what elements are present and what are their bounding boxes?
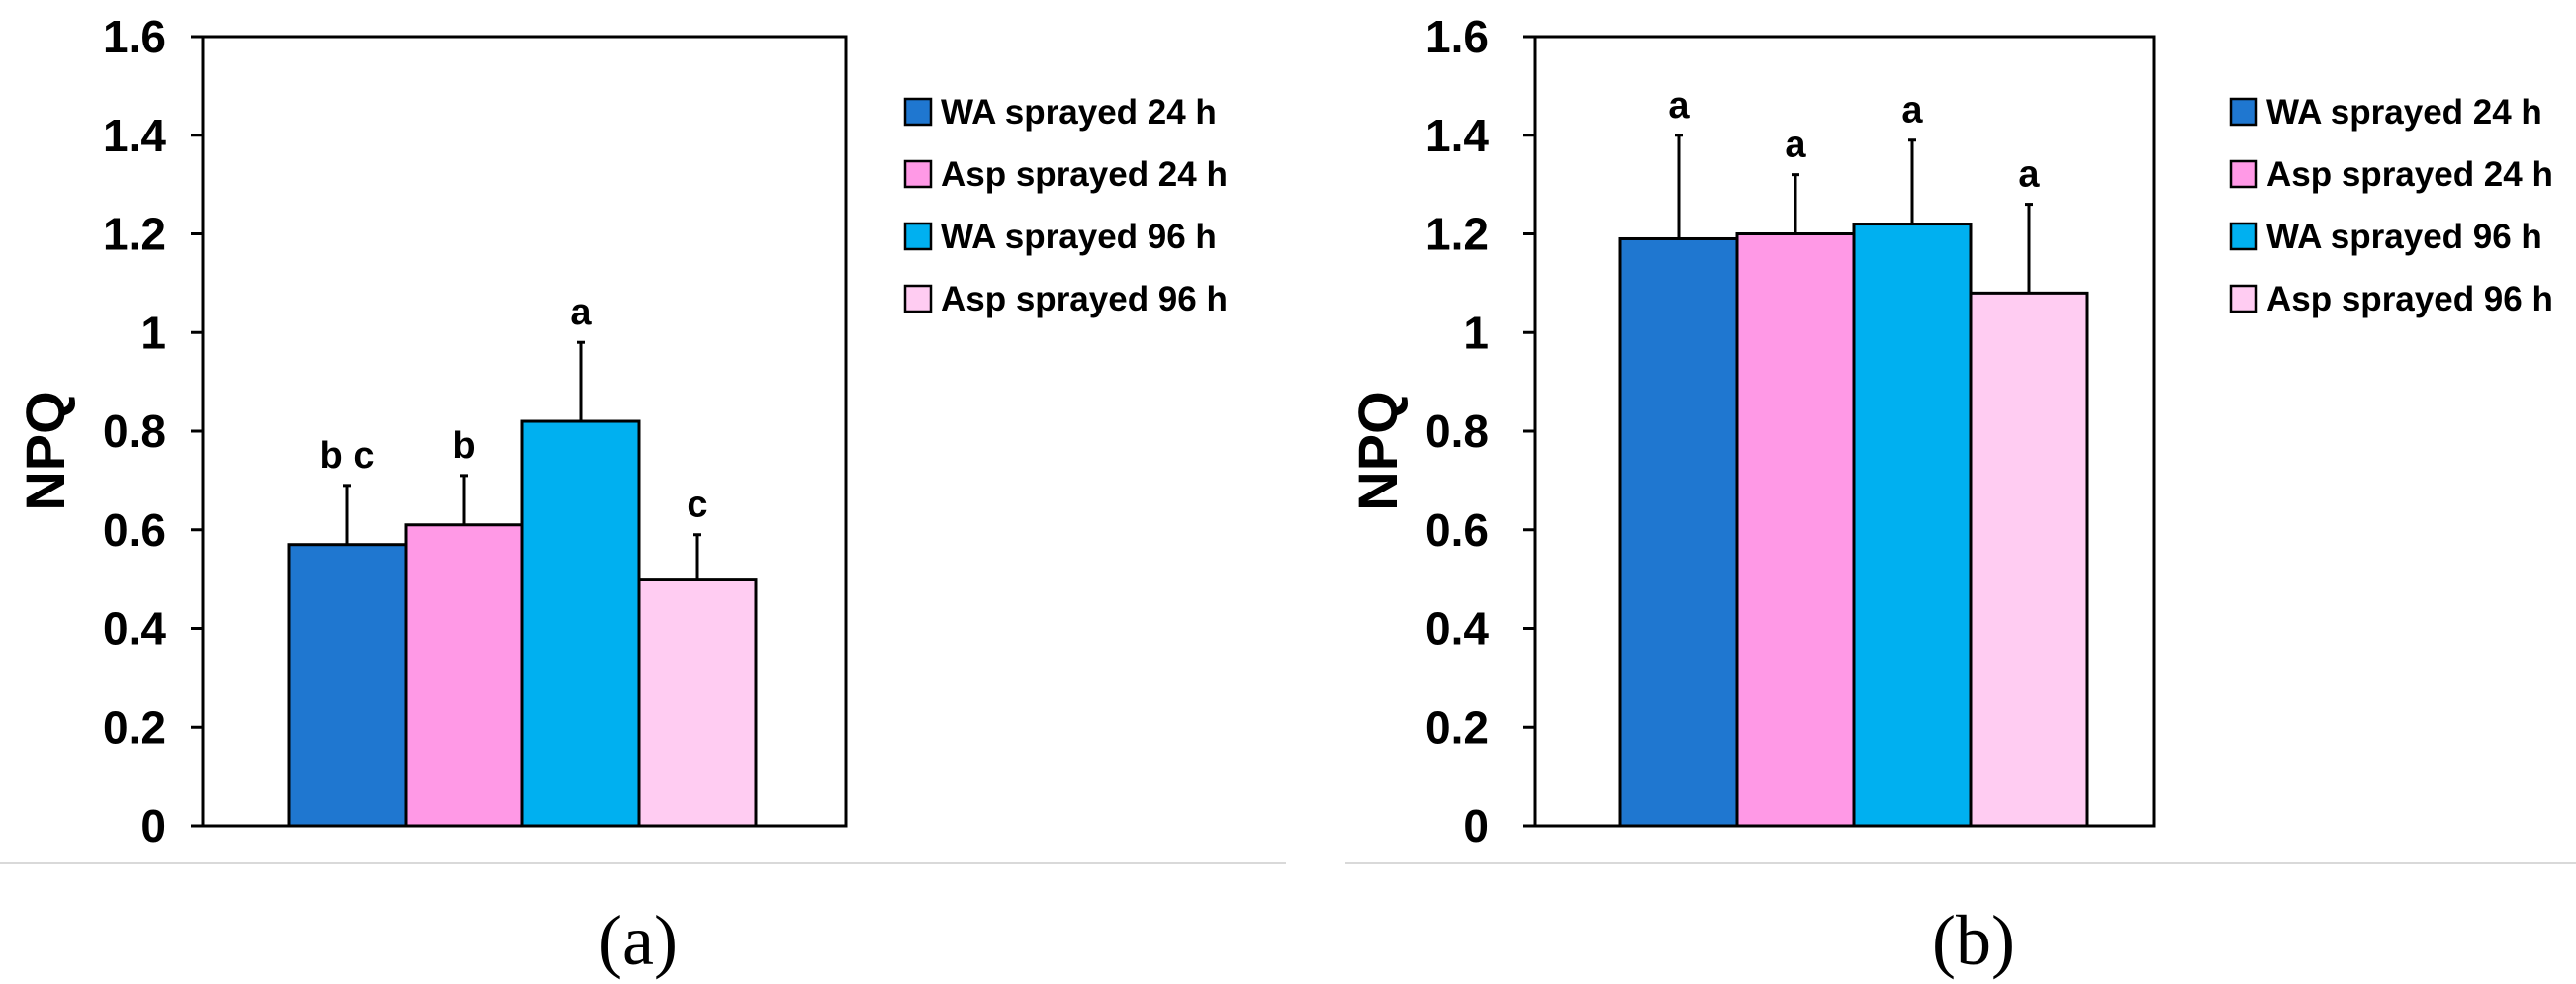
y-tick-label: 1 (1463, 307, 1489, 358)
bar (520, 419, 641, 828)
y-axis-label: NPQ (1346, 391, 1409, 510)
y-tick-label: 1 (140, 307, 166, 358)
legend-swatch (2229, 97, 2258, 127)
y-tick-label: 1.2 (1426, 209, 1489, 260)
legend-label: Asp sprayed 24 h (941, 155, 1228, 194)
bar (1735, 232, 1856, 828)
significance-letter: c (687, 485, 707, 526)
panel-caption: (b) (1932, 901, 2015, 980)
panel-caption: (a) (598, 901, 678, 980)
legend-swatch (903, 97, 933, 127)
significance-letter: b (452, 425, 475, 467)
legend-swatch (903, 159, 933, 189)
bar (637, 578, 758, 828)
legend-swatch (903, 284, 933, 313)
y-axis-label: NPQ (14, 391, 76, 510)
legend-swatch (903, 222, 933, 251)
y-tick-label: 0.8 (1426, 405, 1489, 457)
legend-label: WA sprayed 24 h (941, 93, 1217, 132)
significance-letter: a (1668, 85, 1690, 127)
y-tick-label: 0.6 (1426, 504, 1489, 556)
y-tick-label: 0 (140, 800, 166, 851)
significance-letter: a (570, 292, 592, 333)
y-tick-label: 0.4 (103, 603, 166, 655)
legend-swatch (2229, 222, 2258, 251)
y-tick-label: 0.2 (103, 701, 166, 753)
panel-a: 0 0.2 0.4 0.6 0.8 1 1.2 1.4 1.6 NPQ b c b a c WA spray… (0, 11, 1286, 980)
y-tick-label: 1.4 (103, 110, 166, 161)
y-tick-label: 0.8 (103, 405, 166, 457)
bar (404, 523, 524, 828)
bar (1852, 223, 1973, 828)
y-tick-label: 1.4 (1426, 110, 1489, 161)
bar (1618, 236, 1739, 828)
legend-label: WA sprayed 24 h (2266, 93, 2542, 132)
legend-label: Asp sprayed 96 h (941, 280, 1228, 318)
y-tick-label: 0.4 (1426, 603, 1489, 655)
bar (287, 543, 408, 828)
significance-letter: a (1785, 125, 1806, 166)
legend-swatch (2229, 284, 2258, 313)
y-tick-label: 1.6 (1426, 11, 1489, 62)
y-tick-label: 1.2 (103, 209, 166, 260)
significance-letter: a (1901, 90, 1923, 132)
y-tick-label: 1.6 (103, 11, 166, 62)
legend-label: Asp sprayed 96 h (2266, 280, 2553, 318)
legend-label: Asp sprayed 24 h (2266, 155, 2553, 194)
significance-letter: a (2018, 154, 2040, 196)
y-tick-label: 0 (1463, 800, 1489, 851)
legend-label: WA sprayed 96 h (941, 218, 1217, 256)
bar (1969, 291, 2089, 828)
legend-label: WA sprayed 96 h (2266, 218, 2542, 256)
legend-swatch (2229, 159, 2258, 189)
y-tick-label: 0.6 (103, 504, 166, 556)
y-tick-label: 0.2 (1426, 701, 1489, 753)
significance-letter: b c (321, 435, 375, 477)
panel-b: 0 0.2 0.4 0.6 0.8 1 1.2 1.4 1.6 NPQ a a a a WA sprayed… (1345, 11, 2576, 980)
